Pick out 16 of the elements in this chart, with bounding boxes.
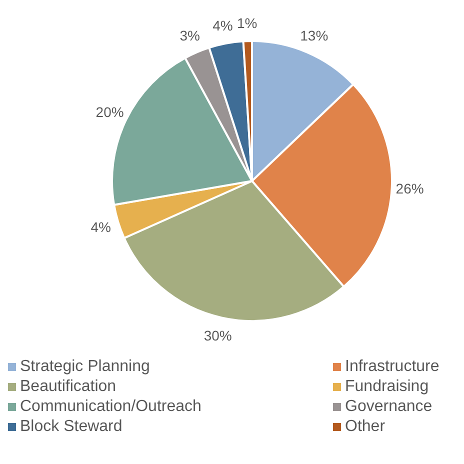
data-label: 3% (180, 28, 200, 44)
legend-label: Governance (345, 398, 432, 416)
legend-label: Other (345, 418, 386, 436)
data-label: 4% (212, 18, 233, 34)
legend-label: Fundraising (345, 378, 429, 396)
data-label: 26% (396, 180, 424, 196)
data-label: 1% (236, 15, 258, 32)
data-label: 13% (300, 28, 328, 44)
legend-label: Beautification (20, 378, 116, 396)
legend-label: Strategic Planning (20, 358, 150, 376)
legend-label: Block Steward (20, 418, 122, 436)
data-label: 4% (90, 219, 111, 236)
data-label: 30% (204, 327, 232, 344)
legend-label: Infrastructure (345, 358, 440, 376)
legend-label: Communication/Outreach (20, 398, 202, 416)
data-label: 20% (96, 104, 124, 120)
